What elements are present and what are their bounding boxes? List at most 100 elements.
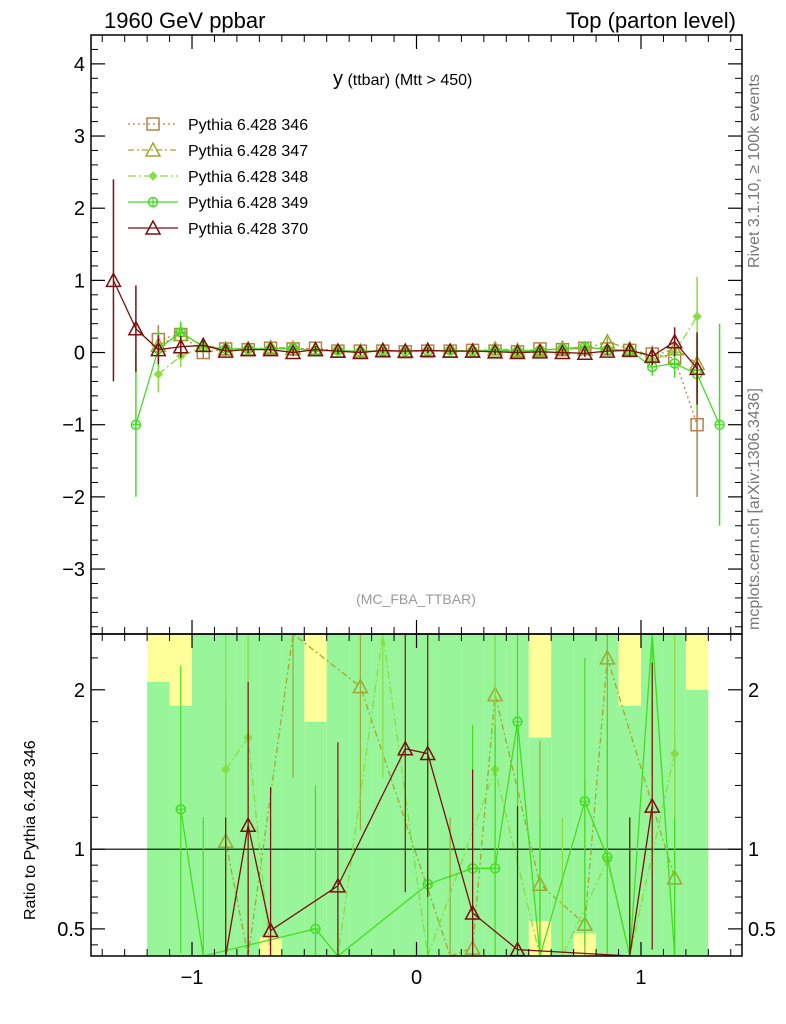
ratio-band-green <box>281 634 305 956</box>
data-point <box>509 341 526 358</box>
data-point <box>669 358 680 369</box>
ratio-y-tick-label: 0.5 <box>57 919 85 941</box>
ratio-point <box>579 796 591 807</box>
series-1 <box>150 323 706 393</box>
data-point <box>172 338 190 354</box>
header-energy-label: 1960 GeV ppbar <box>104 8 266 33</box>
y-tick-label: 3 <box>74 126 85 148</box>
ratio-band-green <box>192 634 215 956</box>
data-point <box>692 311 702 322</box>
legend-label: Pythia 6.428 370 <box>188 221 308 238</box>
mcplots-reference-label: mcplots.cern.ch [arXiv:1306.3436] <box>746 388 763 630</box>
legend-marker <box>147 196 159 208</box>
legend-label: Pythia 6.428 348 <box>188 169 308 186</box>
legend: Pythia 6.428 346 Pythia 6.428 347 Pythia 6… <box>128 117 308 238</box>
chart-title-main: y <box>333 68 343 90</box>
y-tick-label: −1 <box>62 415 85 437</box>
data-point <box>531 343 549 359</box>
ratio-point <box>262 921 279 938</box>
main-plot <box>105 179 725 526</box>
ratio-point <box>464 904 481 920</box>
ratio-band-green <box>551 634 574 956</box>
ratio-point <box>397 740 414 756</box>
ratio-series-2 <box>175 633 676 957</box>
ratio-point <box>310 923 321 935</box>
data-point <box>130 419 142 430</box>
header-process-label: Top (parton level) <box>566 8 736 33</box>
ratio-band-green <box>438 634 462 956</box>
ratio-point <box>175 804 187 815</box>
ratio-axis-label: Ratio to Pythia 6.428 346 <box>22 740 39 920</box>
ratio-band-green <box>147 681 170 956</box>
ratio-band-green <box>259 634 282 937</box>
legend-label: Pythia 6.428 349 <box>188 195 308 212</box>
legend-entry: Pythia 6.428 349 <box>128 195 308 212</box>
ratio-point <box>329 877 347 893</box>
legend-label: Pythia 6.428 346 <box>188 117 308 134</box>
data-point <box>194 336 212 353</box>
data-point <box>217 342 234 358</box>
ratio-point <box>512 716 523 727</box>
y-tick-label: 1 <box>74 270 85 292</box>
legend-marker <box>144 219 162 235</box>
ratio-point <box>602 851 613 863</box>
ratio-point <box>489 863 501 874</box>
y-tick-label: −3 <box>62 559 85 581</box>
data-point <box>397 342 414 358</box>
legend-entry: Pythia 6.428 346 <box>128 117 308 134</box>
data-point <box>105 271 122 288</box>
data-point <box>239 341 257 357</box>
data-point <box>690 417 704 432</box>
ratio-y-tick-label: 1 <box>748 839 759 861</box>
x-tick-label: 1 <box>635 967 646 989</box>
ratio-point <box>239 816 257 833</box>
data-point <box>150 341 167 357</box>
legend-entry: Pythia 6.428 347 <box>128 141 308 160</box>
axes: −3 −2 −1 0 1 2 3 4 −1 0 1 0.5 0.5 1 1 2 2 <box>57 35 776 989</box>
data-point <box>329 342 347 358</box>
data-point <box>127 320 145 336</box>
x-tick-label: −1 <box>181 967 204 989</box>
ratio-point <box>669 748 680 759</box>
ratio-y-tick-label: 2 <box>748 680 759 702</box>
ratio-point <box>599 649 616 665</box>
ratio-y-tick-label: 0.5 <box>748 919 776 941</box>
data-point <box>419 341 436 358</box>
legend-marker <box>146 117 160 131</box>
y-tick-label: 4 <box>74 54 85 76</box>
legend-marker <box>148 171 158 181</box>
y-tick-label: 0 <box>74 343 85 365</box>
rivet-version-label: Rivet 3.1.10, ≥ 100k events <box>746 74 763 268</box>
series-2 <box>153 276 702 393</box>
data-point <box>441 342 459 358</box>
data-point <box>554 343 571 360</box>
data-point <box>307 341 324 357</box>
ratio-y-tick-label: 1 <box>74 839 85 861</box>
x-tick-label: 0 <box>411 967 422 989</box>
legend-label: Pythia 6.428 347 <box>188 143 308 160</box>
data-point <box>666 333 683 349</box>
data-point <box>374 341 392 358</box>
legend-entry: Pythia 6.428 370 <box>128 219 308 238</box>
y-tick-label: 2 <box>74 198 85 220</box>
ratio-band-green <box>685 689 709 956</box>
data-point <box>352 343 369 360</box>
data-point <box>576 344 594 361</box>
chart-title-rest: (ttbar) (Mtt > 450) <box>343 72 472 89</box>
ratio-point <box>643 797 661 813</box>
data-point <box>509 343 526 360</box>
data-point <box>714 419 725 430</box>
data-point <box>599 342 616 358</box>
data-point <box>688 359 706 376</box>
series-4 <box>105 179 706 405</box>
ratio-plot <box>91 632 742 957</box>
ratio-point <box>220 764 231 775</box>
analysis-watermark: (MC_FBA_TTBAR) <box>356 591 476 607</box>
data-point <box>284 343 302 360</box>
data-point <box>153 369 164 379</box>
data-point <box>175 327 187 338</box>
ratio-point <box>419 744 436 761</box>
data-point <box>464 342 481 358</box>
chart-title: y (ttbar) (Mtt > 450) <box>333 68 472 90</box>
